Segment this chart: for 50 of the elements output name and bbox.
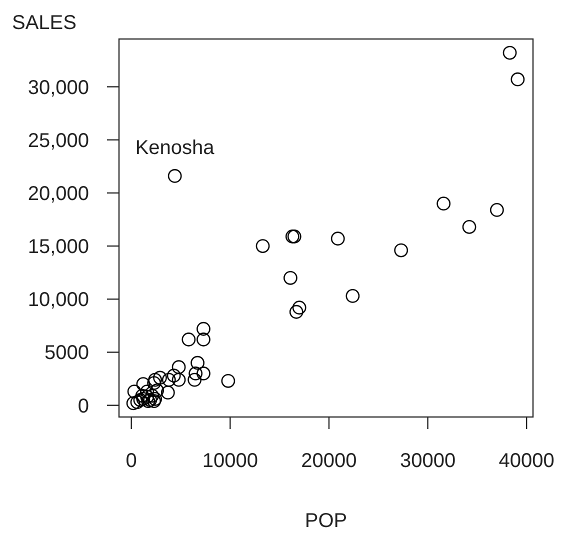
x-axis-title: POP — [304, 510, 348, 532]
point — [462, 220, 476, 234]
x-tick-label: 10000 — [202, 450, 258, 472]
y-tick-label: 30,000 — [28, 76, 89, 99]
point — [292, 300, 306, 315]
y-tick-label: 0 — [78, 395, 89, 418]
point — [150, 384, 164, 398]
x-tick-label: 0 — [126, 450, 137, 472]
y-axis-title: SALES — [12, 12, 76, 34]
point — [188, 366, 203, 380]
point — [136, 377, 150, 392]
y-tick-label: 20,000 — [28, 182, 89, 205]
point — [289, 304, 304, 319]
point — [166, 368, 181, 383]
point — [153, 370, 167, 385]
point — [172, 360, 186, 374]
y-tick-label: 15,000 — [28, 236, 89, 258]
point — [162, 372, 176, 387]
point — [196, 322, 210, 336]
point — [510, 72, 525, 86]
point — [188, 372, 202, 387]
point — [346, 289, 360, 303]
point — [436, 196, 451, 211]
y-tick-label: 5000 — [44, 342, 89, 364]
point — [172, 372, 186, 387]
point — [221, 374, 236, 388]
point — [330, 232, 345, 246]
point — [490, 203, 504, 217]
point — [127, 384, 142, 398]
point — [394, 243, 408, 258]
point — [196, 332, 210, 346]
y-tick-label: 10,000 — [28, 289, 89, 312]
y-tick-label: 25,000 — [28, 130, 89, 152]
x-tick-label: 40000 — [498, 450, 554, 472]
point — [148, 372, 162, 387]
point — [190, 356, 204, 370]
point — [147, 376, 162, 390]
annotation: Kenosha — [135, 136, 216, 159]
point — [126, 396, 140, 410]
point — [283, 270, 298, 285]
point — [130, 395, 144, 410]
point — [256, 239, 270, 253]
point — [168, 169, 182, 183]
point — [160, 386, 175, 400]
x-tick-label: 20000 — [301, 450, 357, 472]
point — [147, 394, 162, 408]
point — [502, 46, 517, 60]
point — [196, 366, 210, 380]
x-tick-label: 30000 — [400, 450, 456, 472]
point — [182, 332, 196, 346]
